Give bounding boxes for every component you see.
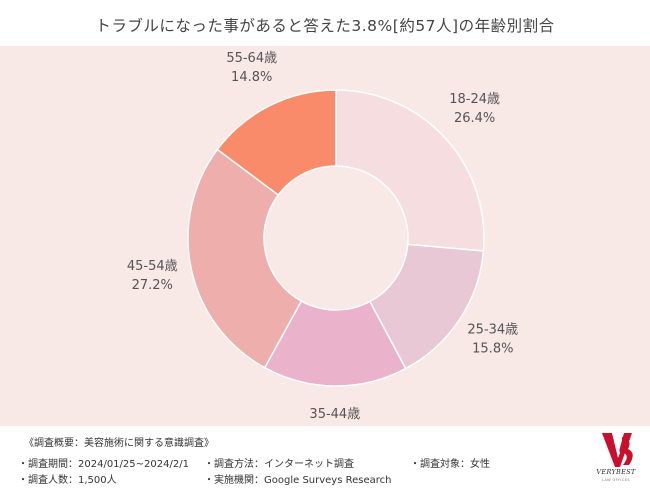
slice-label-3: 45-54歳 27.2%	[127, 259, 178, 293]
donut-chart: 18-24歳 26.4% 25-34歳 15.8% 35-44歳15.8% 45-54歳 2…	[127, 51, 518, 426]
survey-footer: 《調査概要：美容施術に関する意識調査》 ・調査期間：2024/01/25~202…	[0, 426, 650, 488]
slice-label-4: 55-64歳 14.8%	[226, 51, 277, 85]
slice-percent-1: 15.8%	[472, 342, 513, 357]
slice-label-1: 25-34歳 15.8%	[467, 323, 518, 357]
survey-period: ・調査期間：2024/01/25~2024/2/1	[18, 459, 189, 470]
survey-respondents: ・調査人数：1,500人	[18, 475, 117, 486]
survey-method: ・調査方法：インターネット調査	[204, 459, 354, 470]
slice-labels: 18-24歳 26.4% 25-34歳 15.8% 35-44歳15.8% 45-54歳 2…	[127, 51, 518, 426]
slice-category-0: 18-24歳	[449, 92, 500, 107]
logo-wordmark: VERYBEST	[596, 468, 636, 476]
survey-target: ・調査対象：女性	[410, 459, 490, 470]
logo-mark	[602, 433, 633, 467]
verybest-logo: VERYBEST LAW OFFICES	[591, 431, 641, 487]
slice-category-1: 25-34歳	[467, 323, 518, 338]
slice-percent-0: 26.4%	[454, 111, 495, 126]
donut-slices	[187, 89, 485, 387]
slice-category-3: 45-54歳	[127, 259, 178, 274]
slice-45-54歳	[187, 148, 303, 369]
slice-18-24歳	[335, 89, 485, 252]
slice-label-0: 18-24歳 26.4%	[449, 92, 500, 126]
slice-percent-3: 27.2%	[132, 278, 173, 293]
slice-category-2: 35-44歳	[309, 407, 360, 422]
survey-agency: ・実施機関：Google Surveys Research	[204, 475, 392, 486]
chart-panel: 18-24歳 26.4% 25-34歳 15.8% 35-44歳15.8% 45-54歳 2…	[0, 46, 650, 426]
logo-subtitle: LAW OFFICES	[602, 478, 630, 482]
slice-category-4: 55-64歳	[226, 51, 277, 66]
slice-percent-4: 14.8%	[231, 70, 272, 85]
slice-label-2: 35-44歳15.8%	[309, 407, 360, 426]
slice-55-64歳	[216, 89, 337, 197]
chart-title: トラブルになった事があると答えた3.8%[約57人]の年齢別割合	[95, 17, 555, 35]
survey-overview: 《調査概要：美容施術に関する意識調査》	[24, 438, 214, 449]
